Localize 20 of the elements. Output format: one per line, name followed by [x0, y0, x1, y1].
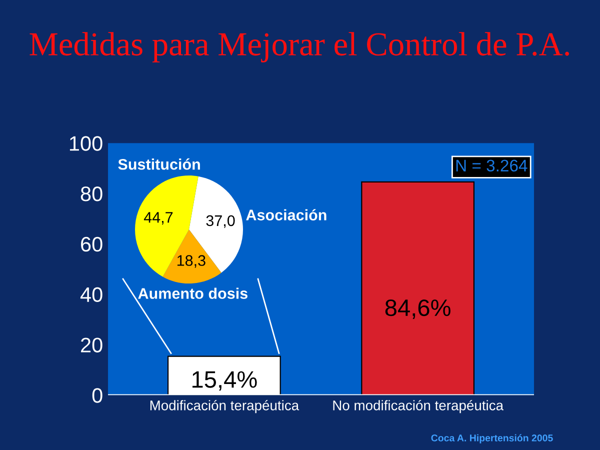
pie-slice: [162, 230, 222, 284]
y-tick-label: 100: [70, 136, 102, 151]
text: Coca A. Hipertensión 2005: [431, 434, 553, 444]
data-label: 15,4%: [192, 371, 257, 391]
slice-label: Asociación: [246, 209, 326, 220]
x-tick-label: No modificación terapéutica: [333, 400, 504, 414]
y-tick-label: 40: [80, 287, 102, 302]
chart-title: Medidas para Mejorar el Control de P.A.: [30, 32, 570, 62]
slice-label: Sustitución: [118, 158, 200, 170]
slice-label: Aumento dosis: [138, 288, 248, 299]
annotation: N = 3.264: [456, 160, 528, 172]
x-tick-label: Modificación terapéutica: [150, 400, 300, 414]
data-label: 18,3: [177, 255, 206, 268]
y-tick-label: 80: [80, 186, 102, 202]
y-tick-label: 20: [81, 338, 102, 352]
y-tick-label: 0: [92, 388, 102, 403]
data-label: 44,7: [144, 212, 173, 225]
data-label: 37,0: [206, 215, 235, 228]
y-tick-label: 60: [81, 236, 102, 252]
data-label: 84,6%: [385, 299, 450, 319]
